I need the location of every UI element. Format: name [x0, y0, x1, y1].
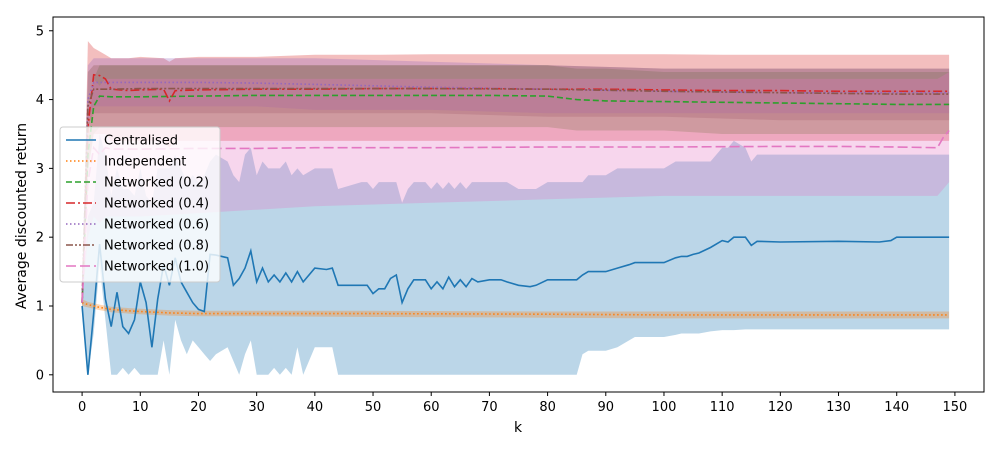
legend-box — [59, 126, 221, 283]
y-tick-label: 2 — [36, 231, 44, 246]
band-series-1 — [82, 134, 950, 375]
y-axis-ticks: 0 1 2 3 4 5 — [36, 24, 53, 383]
x-tick-label: 150 — [942, 400, 967, 415]
band-series-2 — [82, 299, 950, 319]
x-tick-label: 110 — [710, 400, 735, 415]
plot-frame — [52, 16, 985, 393]
x-tick-label: 30 — [248, 400, 265, 415]
legend-entry: Networked (0.4) — [104, 197, 209, 212]
line-series-2 — [81, 301, 950, 316]
x-axis-label: k — [514, 420, 523, 436]
x-tick-label: 80 — [539, 400, 556, 415]
legend-entry: Networked (0.8) — [104, 239, 209, 254]
x-tick-label: 50 — [365, 400, 382, 415]
legend-entry: Centralised — [104, 134, 178, 149]
y-tick-label: 1 — [36, 299, 44, 314]
band-series-3 — [82, 65, 950, 306]
legend-entry: Independent — [104, 155, 186, 170]
band-series-7 — [82, 72, 950, 306]
x-tick-label: 20 — [190, 400, 207, 415]
y-axis-label: Average discounted return — [14, 123, 30, 309]
y-tick-label: 0 — [36, 368, 44, 383]
y-tick-label: 3 — [36, 162, 44, 177]
y-tick-label: 5 — [36, 24, 44, 39]
legend: Centralised Independent Networked (0.2) Net… — [59, 126, 221, 283]
x-tick-label: 10 — [132, 400, 149, 415]
x-tick-label: 60 — [423, 400, 440, 415]
line-series-3 — [81, 94, 950, 303]
legend-entry: Networked (0.6) — [104, 218, 209, 233]
legend-entry: Networked (0.2) — [104, 176, 209, 191]
x-tick-label: 140 — [884, 400, 909, 415]
x-tick-label: 40 — [307, 400, 324, 415]
x-tick-label: 70 — [481, 400, 498, 415]
line-series-6 — [81, 87, 950, 303]
x-tick-label: 100 — [652, 400, 677, 415]
band-series-4 — [82, 41, 950, 306]
x-axis-ticks: 0 10 20 30 40 50 60 70 80 90 100 110 120 130 140 150 — [78, 392, 967, 415]
series-lines — [81, 73, 950, 375]
line-series-7 — [81, 129, 950, 303]
legend-entry: Networked (1.0) — [104, 260, 209, 275]
x-tick-label: 120 — [768, 400, 793, 415]
y-tick-label: 4 — [36, 93, 44, 108]
x-tick-label: 0 — [78, 400, 86, 415]
x-tick-label: 90 — [598, 400, 615, 415]
x-tick-label: 130 — [826, 400, 851, 415]
